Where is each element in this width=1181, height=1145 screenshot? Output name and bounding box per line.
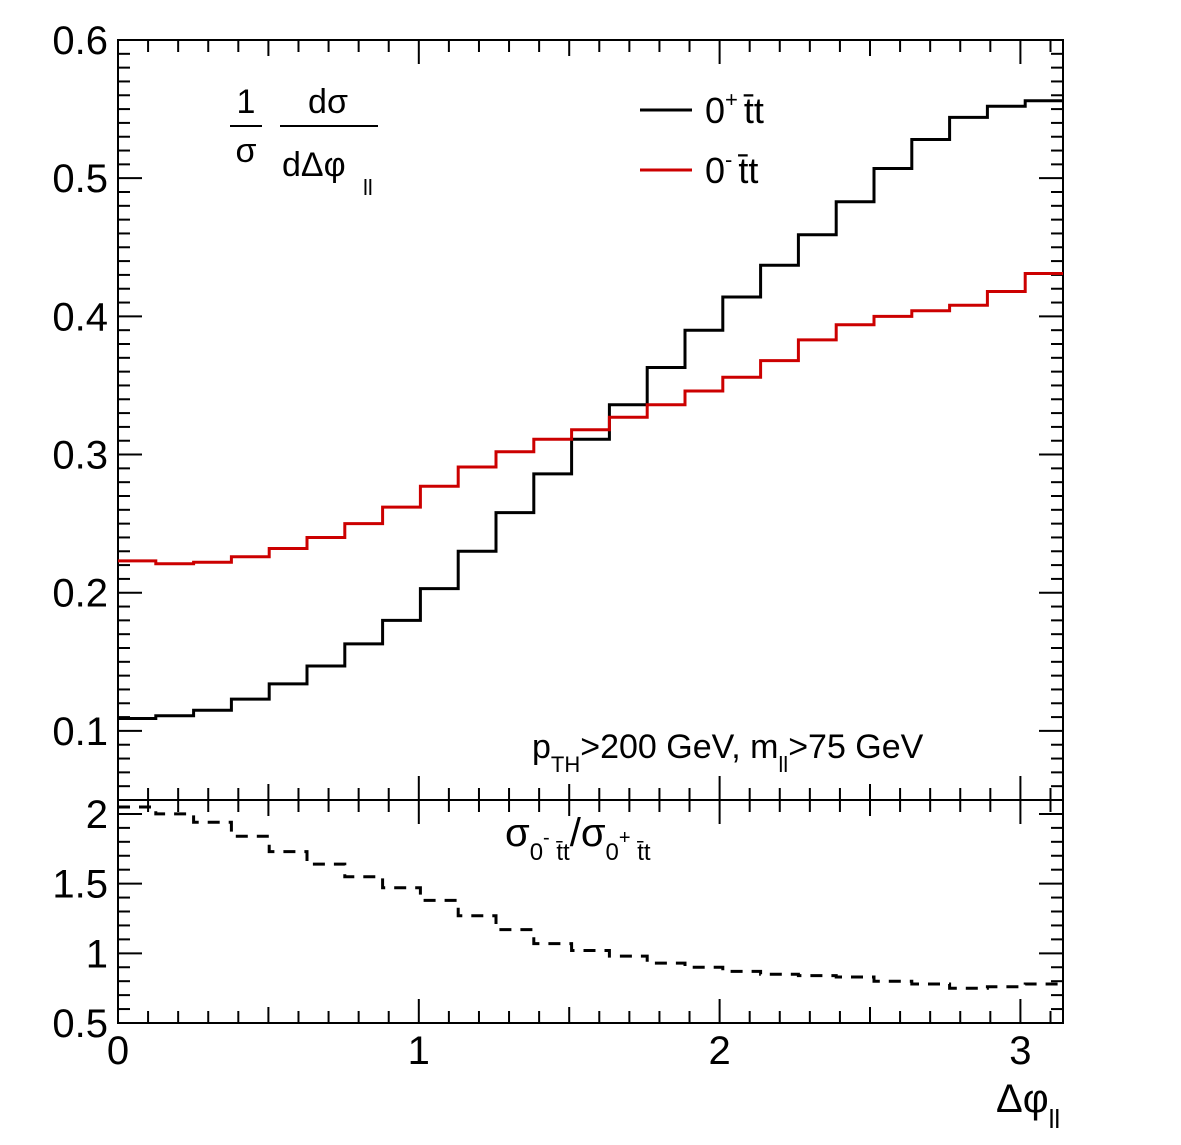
y-label-ddeltaphi-sub: ll <box>363 175 373 200</box>
main-y-tick-label: 0.5 <box>52 157 108 201</box>
main-y-tick-label: 0.6 <box>52 19 108 63</box>
x-tick-label: 1 <box>408 1029 430 1073</box>
main-y-tick-label: 0.4 <box>52 295 108 339</box>
ratio-series-line <box>118 805 1063 990</box>
ratio-y-tick-label: 2 <box>86 793 108 837</box>
legend-label-0minus: 0- t̄t <box>705 147 758 191</box>
cut-annotation: pTH>200 GeV, mll>75 GeV <box>532 728 924 777</box>
ratio-series-group <box>118 805 1063 990</box>
legend-label-0plus: 0+ t̄t <box>705 87 764 131</box>
y-label-ddeltaphi: dΔφ <box>282 146 346 184</box>
x-tick-labels: 0 1 2 3 <box>107 1029 1032 1073</box>
y-axis-label: 1 σ dσ dΔφ ll <box>230 83 378 200</box>
y-label-dsigma: dσ <box>308 83 348 121</box>
main-tick-marks <box>117 39 1063 801</box>
main-y-tick-label: 0.3 <box>52 434 108 478</box>
ratio-y-tick-label: 0.5 <box>52 1002 108 1046</box>
main-plot-frame <box>117 39 1064 801</box>
y-label-denominator: σ <box>236 132 257 170</box>
ratio-tick-marks <box>117 799 1063 1024</box>
series-line-0minus <box>118 272 1063 566</box>
y-label-numerator: 1 <box>237 83 256 121</box>
main-series-group <box>118 99 1063 720</box>
x-tick-label: 0 <box>107 1029 129 1073</box>
ratio-title: σ0- t̄t/σ0+ t̄t <box>505 811 651 866</box>
x-tick-label: 3 <box>1009 1029 1031 1073</box>
main-y-tick-label: 0.2 <box>52 572 108 616</box>
main-y-tick-label: 0.1 <box>52 710 108 754</box>
main-y-tick-labels: 0.1 0.2 0.3 0.4 0.5 0.6 <box>52 19 108 754</box>
ratio-y-tick-label: 1.5 <box>52 863 108 907</box>
main-panel: 0.1 0.2 0.3 0.4 0.5 0.6 1 σ dσ dΔφ ll 0+ t̄t 0… <box>52 19 1064 801</box>
ratio-y-tick-label: 1 <box>86 932 108 976</box>
legend: 0+ t̄t 0- t̄t <box>640 87 764 191</box>
series-line-0plus <box>118 99 1063 720</box>
ratio-panel: 0.5 1 1.5 2 0 1 2 3 σ0- t̄t/σ0+ t̄t Δφll <box>52 793 1064 1134</box>
ratio-y-tick-labels: 0.5 1 1.5 2 <box>52 793 108 1046</box>
x-tick-label: 2 <box>708 1029 730 1073</box>
x-axis-label: Δφll <box>996 1077 1060 1134</box>
